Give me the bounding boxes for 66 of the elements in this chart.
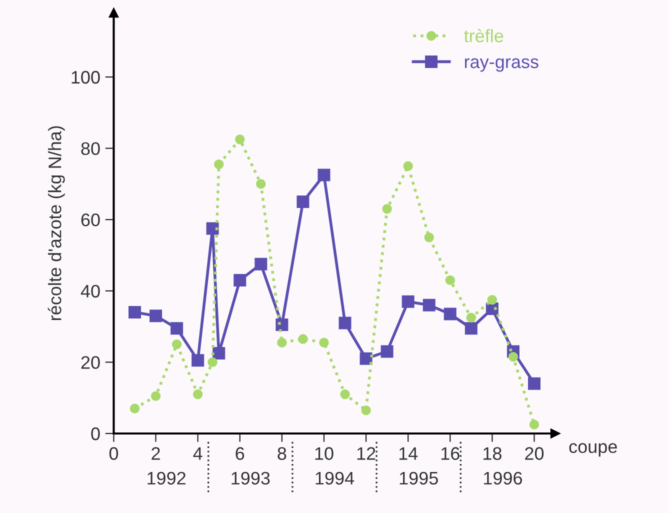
point	[424, 232, 434, 242]
x-tick-label: 4	[193, 447, 202, 460]
point	[528, 377, 540, 390]
point	[319, 338, 329, 348]
point	[403, 161, 413, 171]
point	[235, 134, 245, 144]
point	[529, 420, 540, 430]
point	[466, 312, 476, 322]
point	[361, 405, 371, 416]
point	[170, 322, 184, 335]
x-tick-label: 14	[399, 447, 418, 460]
legend-label: trèfle	[464, 28, 504, 42]
x-tick-label: 2	[152, 447, 160, 460]
point	[382, 204, 392, 214]
point	[150, 310, 162, 322]
point	[234, 274, 246, 286]
point	[360, 352, 372, 365]
point	[192, 389, 203, 400]
point	[402, 295, 414, 308]
y-axis-title: récolte d'azote (kg N/ha)	[48, 126, 65, 320]
point	[445, 275, 456, 286]
text: 1995	[400, 472, 438, 485]
x-tick-label: 6	[236, 447, 244, 460]
point	[508, 352, 518, 362]
x-tick-label: 12	[357, 447, 376, 460]
text: 1992	[148, 472, 186, 485]
point	[340, 389, 350, 400]
y-tick-label: 100	[72, 70, 100, 84]
text: 1996	[484, 472, 522, 485]
point	[150, 391, 161, 401]
y-tick-label: 80	[81, 142, 100, 156]
point	[192, 354, 204, 367]
point	[277, 338, 287, 348]
legend-label: ray-grass	[464, 58, 538, 72]
point	[254, 258, 268, 270]
y-tick-label: 60	[81, 214, 100, 226]
point	[444, 308, 456, 320]
point	[206, 222, 219, 235]
point	[464, 322, 478, 335]
point	[487, 294, 498, 305]
text: 1993	[232, 472, 270, 485]
point	[296, 196, 310, 208]
y-tick-label: 40	[80, 284, 100, 298]
point	[172, 340, 182, 350]
point	[422, 298, 436, 312]
point	[338, 316, 352, 330]
x-tick-label: 0	[109, 447, 118, 460]
point	[128, 306, 142, 319]
x-axis-title: coupe	[569, 443, 617, 457]
point	[380, 345, 394, 358]
point	[214, 159, 224, 170]
x-tick-label: 8	[278, 447, 286, 460]
point	[276, 318, 288, 332]
text: 1994	[316, 472, 354, 485]
point	[256, 179, 266, 189]
y-tick-label: 20	[81, 356, 100, 369]
point	[130, 404, 140, 414]
y-tick-label: 0	[91, 427, 100, 440]
point	[208, 357, 218, 368]
x-tick-label: 10	[315, 447, 334, 460]
x-tick-label: 20	[525, 447, 544, 460]
point	[318, 168, 330, 182]
point	[212, 347, 226, 360]
x-tick-label: 16	[441, 447, 460, 460]
x-tick-label: 18	[484, 447, 502, 460]
point	[298, 334, 308, 344]
